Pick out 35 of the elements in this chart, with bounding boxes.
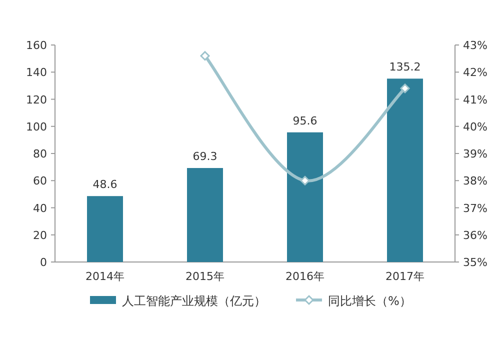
y-tick-label: 160 — [26, 39, 47, 52]
legend-label: 同比增长（%） — [328, 294, 412, 308]
point — [400, 84, 410, 94]
y2-tick-label: 39% — [463, 148, 488, 160]
y2-tick-label: 35% — [463, 256, 488, 269]
y2-tick-label: 36% — [463, 228, 488, 242]
y-tick-label: 120 — [26, 93, 47, 106]
point — [200, 51, 210, 61]
point — [300, 176, 310, 186]
bar — [287, 132, 323, 262]
data-label: 48.6 — [92, 178, 118, 192]
y-tick-label: 100 — [26, 120, 47, 134]
y2-tick-label: 42% — [463, 66, 488, 80]
y-tick-label: 80 — [33, 148, 47, 160]
x-tick-label: 2014年 — [86, 270, 124, 283]
bar — [87, 196, 123, 262]
y2-tick-label: 40% — [463, 120, 488, 134]
x-tick-label: 2016年 — [286, 270, 324, 283]
y-tick-label: 40 — [33, 202, 47, 215]
y2-tick-label: 43% — [463, 39, 488, 52]
data-label: 95.6 — [292, 114, 318, 128]
y-tick-label: 20 — [33, 228, 47, 242]
bar — [187, 168, 223, 262]
data-label: 135.2 — [389, 60, 421, 74]
y-tick-label: 140 — [26, 66, 47, 80]
legend-label: 人工智能产业规模（亿元） — [122, 294, 266, 308]
x-tick-label: 2017年 — [386, 270, 424, 283]
y2-tick-label: 41% — [463, 93, 488, 106]
bar — [387, 78, 423, 262]
x-tick-label: 2015年 — [186, 270, 224, 283]
y-tick-label: 60 — [33, 174, 47, 188]
y2-tick-label: 37% — [463, 202, 488, 215]
y2-tick-label: 38% — [463, 174, 488, 188]
y-tick-label: 0 — [40, 256, 47, 269]
data-label: 69.3 — [192, 150, 218, 164]
